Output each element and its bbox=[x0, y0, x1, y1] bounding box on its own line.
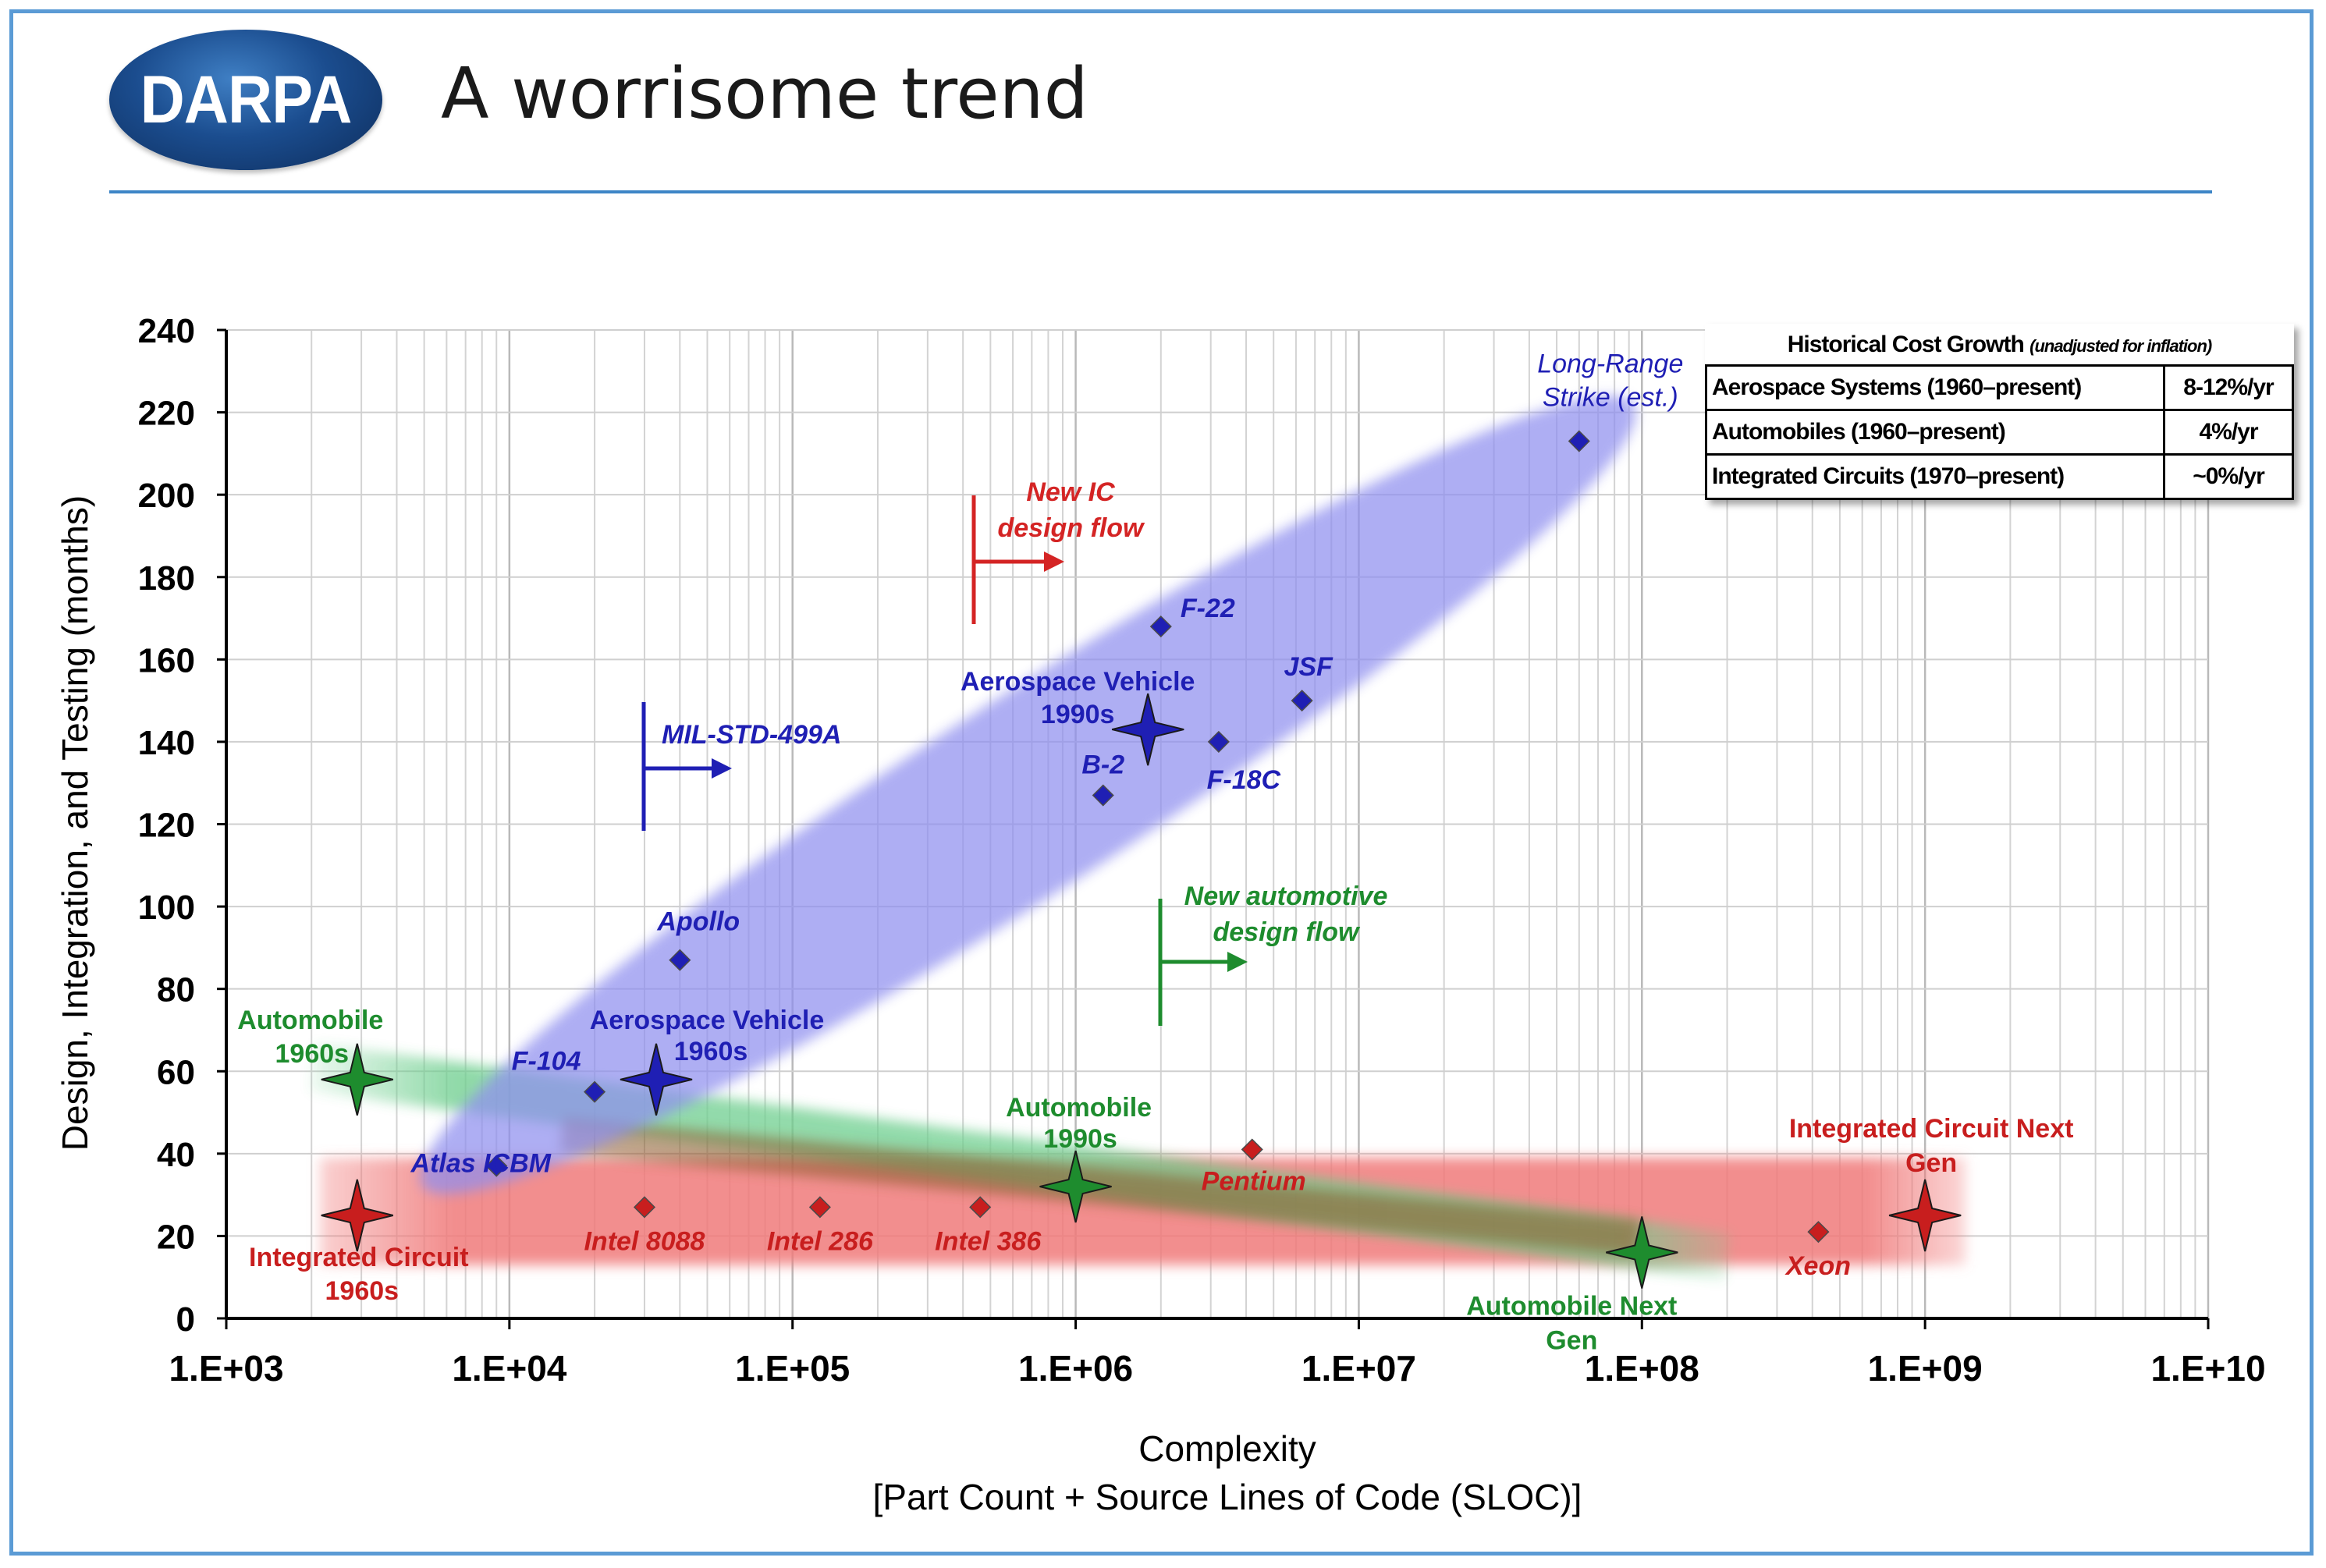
y-tick-label: 220 bbox=[138, 395, 195, 433]
title-divider bbox=[109, 190, 2212, 193]
svg-text:design flow: design flow bbox=[998, 513, 1146, 543]
milestone-label: Aerospace Vehicle bbox=[590, 1006, 825, 1035]
x-tick-label: 1.E+10 bbox=[2150, 1348, 2265, 1389]
milestone-label: Automobile Next bbox=[1466, 1292, 1677, 1321]
y-axis-label: Design, Integration, and Testing (months… bbox=[55, 495, 95, 1151]
milestone-star bbox=[1888, 1179, 1962, 1252]
milestone-label: 1990s bbox=[1043, 1124, 1117, 1154]
y-tick-label: 80 bbox=[157, 971, 195, 1009]
svg-text:design flow: design flow bbox=[1213, 917, 1362, 947]
data-label: Long-Range bbox=[1537, 349, 1683, 379]
milestone-star bbox=[620, 1043, 693, 1116]
x-tick-label: 1.E+09 bbox=[1868, 1348, 1983, 1389]
chart-marks: Atlas ICBM F-104 Apollo B-2 F-22 F-18C JSF Long… bbox=[237, 349, 2073, 1356]
cost-growth-title: Historical Cost Growth (unadjusted for i… bbox=[1787, 332, 2212, 357]
milestone-label: 1960s bbox=[674, 1037, 748, 1066]
data-label: F-104 bbox=[512, 1047, 581, 1077]
darpa-logo bbox=[109, 30, 382, 170]
milestone-label: 1960s bbox=[325, 1276, 400, 1306]
y-tick-label: 120 bbox=[138, 807, 195, 845]
aerospace-point bbox=[669, 949, 691, 971]
y-tick-label: 240 bbox=[138, 312, 195, 350]
data-label: F-18C bbox=[1207, 765, 1281, 795]
y-tick-label: 20 bbox=[157, 1218, 195, 1256]
milestone-label: Gen bbox=[1546, 1326, 1597, 1356]
x-tick-label: 1.E+07 bbox=[1301, 1348, 1416, 1389]
data-label: JSF bbox=[1284, 652, 1333, 682]
x-tick-label: 1.E+06 bbox=[1018, 1348, 1133, 1389]
milestone-label: 1960s bbox=[275, 1039, 350, 1069]
y-tick-label: 180 bbox=[138, 559, 195, 598]
ic-point bbox=[1807, 1221, 1830, 1243]
y-tick-label: 0 bbox=[176, 1300, 195, 1339]
aerospace-point bbox=[584, 1080, 606, 1103]
x-tick-label: 1.E+03 bbox=[169, 1348, 283, 1389]
data-label: Pentium bbox=[1202, 1167, 1306, 1197]
y-tick-label: 140 bbox=[138, 724, 195, 762]
darpa-logo-text: DARPA bbox=[140, 62, 353, 137]
data-label: Xeon bbox=[1784, 1251, 1851, 1281]
y-tick-label: 100 bbox=[138, 889, 195, 927]
data-label: Apollo bbox=[656, 907, 740, 937]
data-label: Intel 8088 bbox=[584, 1226, 705, 1256]
milestone-star bbox=[321, 1179, 394, 1252]
y-tick-label: 200 bbox=[138, 477, 195, 515]
data-label: Intel 386 bbox=[935, 1226, 1042, 1256]
data-label: B-2 bbox=[1081, 750, 1124, 780]
milestone-star bbox=[321, 1043, 394, 1116]
data-label: Strike (est.) bbox=[1543, 383, 1678, 413]
x-tick-label: 1.E+04 bbox=[452, 1348, 566, 1389]
milestone-label: Integrated Circuit Next bbox=[1789, 1114, 2074, 1144]
x-axis-label: Complexity bbox=[1138, 1428, 1316, 1469]
trend-bands bbox=[308, 396, 1966, 1281]
ic-point bbox=[808, 1196, 831, 1219]
table-row: Automobiles (1960–present) 4%/yr bbox=[1705, 409, 2294, 456]
svg-text:New automotive: New automotive bbox=[1184, 882, 1388, 911]
milestone-star bbox=[1606, 1216, 1678, 1289]
aerospace-point bbox=[1207, 730, 1230, 753]
y-tick-label: 40 bbox=[157, 1136, 195, 1174]
ic-point bbox=[969, 1196, 992, 1219]
table-row: Aerospace Systems (1960–present) 8-12%/y… bbox=[1705, 364, 2294, 411]
y-tick-label: 160 bbox=[138, 641, 195, 679]
aerospace-point bbox=[1291, 690, 1313, 712]
chart-axes: 0 20 40 60 80 100 120 140 160 180 200 220 240 1.E+03 1… bbox=[138, 312, 2266, 1389]
aerospace-point bbox=[485, 1155, 508, 1177]
y-tick-label: 60 bbox=[157, 1053, 195, 1091]
svg-text:New IC: New IC bbox=[1026, 477, 1115, 507]
milestone-label: Automobile bbox=[1006, 1093, 1152, 1123]
annotation-mil-std: MIL-STD-499A bbox=[641, 702, 841, 831]
cost-growth-table: Historical Cost Growth (unadjusted for i… bbox=[1705, 324, 2294, 500]
x-tick-label: 1.E+05 bbox=[735, 1348, 850, 1389]
data-label: Atlas ICBM bbox=[410, 1149, 552, 1179]
x-axis-sublabel: [Part Count + Source Lines of Code (SLOC… bbox=[873, 1477, 1582, 1517]
table-row: Integrated Circuits (1970–present) ~0%/y… bbox=[1705, 453, 2294, 500]
data-label: Intel 286 bbox=[767, 1226, 874, 1256]
x-tick-label: 1.E+08 bbox=[1585, 1348, 1699, 1389]
data-label: F-22 bbox=[1181, 594, 1235, 623]
milestone-label: Aerospace Vehicle bbox=[961, 667, 1195, 697]
milestone-star bbox=[1039, 1150, 1112, 1223]
aerospace-trend-band bbox=[420, 396, 1636, 1194]
ic-point bbox=[1241, 1138, 1263, 1161]
milestone-label: 1990s bbox=[1041, 700, 1115, 729]
aerospace-point bbox=[1092, 784, 1114, 807]
milestone-label: Integrated Circuit bbox=[249, 1243, 468, 1272]
ic-point bbox=[633, 1196, 656, 1219]
annotation-mil-std-label: MIL-STD-499A bbox=[662, 720, 841, 750]
annotation-new-ic: New IC design flow bbox=[971, 477, 1146, 624]
annotation-new-auto: New automotive design flow bbox=[1158, 882, 1388, 1026]
milestone-star bbox=[1111, 693, 1184, 766]
aerospace-point bbox=[1149, 615, 1172, 638]
slide-title: A worrisome trend bbox=[441, 53, 1088, 135]
milestone-label: Gen bbox=[1905, 1148, 1957, 1178]
milestone-label: Automobile bbox=[237, 1006, 383, 1035]
aerospace-point bbox=[1568, 430, 1590, 452]
